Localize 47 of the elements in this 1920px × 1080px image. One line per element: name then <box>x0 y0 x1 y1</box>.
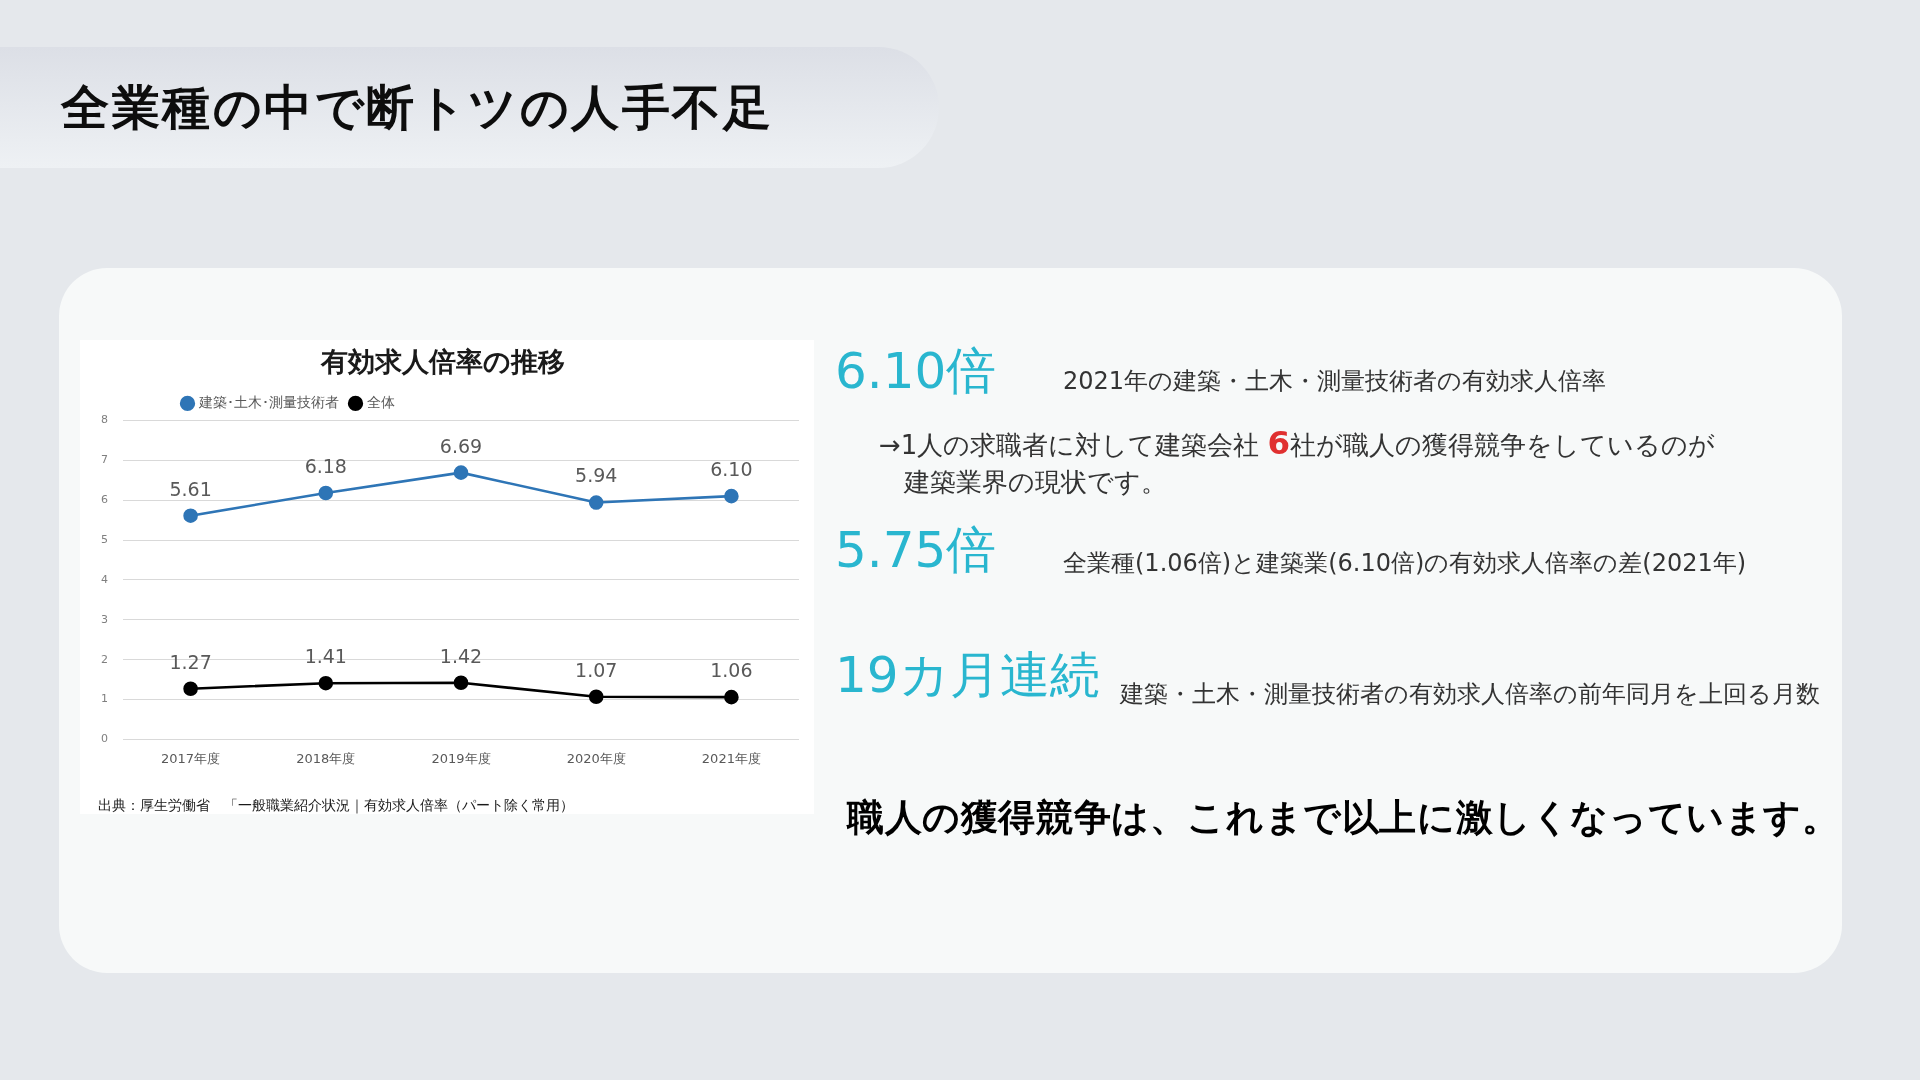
y-tick-label: 0 <box>101 732 108 746</box>
point <box>183 681 198 697</box>
y-tick-label: 4 <box>101 572 108 586</box>
point <box>318 675 334 691</box>
y-tick-label: 7 <box>101 453 108 467</box>
point <box>724 689 739 705</box>
y-tick-label: 2 <box>101 652 108 666</box>
source-note: 出典：厚生労働省 「一般職業紹介状況｜有効求人倍率（パート除く常用） <box>98 796 574 816</box>
y-tick-label: 3 <box>101 612 108 626</box>
y-tick-label: 5 <box>101 532 108 546</box>
y-tick-label: 6 <box>101 493 108 507</box>
x-tick-label: 2020年度 <box>566 750 626 766</box>
point <box>724 488 739 504</box>
data-label: 6.69 <box>439 434 483 457</box>
text: 職人の獲得競争は、これまで以上に激しくなっています。 <box>847 796 1840 840</box>
data-label: 6.18 <box>304 454 347 477</box>
y-tick-label: 1 <box>101 692 108 706</box>
point <box>588 495 604 510</box>
text: 全業種(1.06倍)と建築業(6.10倍)の有効求人倍率の差(2021年) <box>1063 548 1747 579</box>
point <box>183 508 198 523</box>
data-label: 1.42 <box>439 644 483 667</box>
y-tick-label: 8 <box>101 413 108 427</box>
text: →1人の求職者に対して建築会社 6社が職人の獲得競争をしているのが建築業界の現状です。 <box>879 424 1716 497</box>
legend-label: 建築･土木･測量技術者 <box>198 394 339 411</box>
data-label: 1.07 <box>575 658 618 681</box>
data-label: 1.41 <box>304 645 347 668</box>
text: 建築・土木・測量技術者の有効求人倍率の前年同月を上回る月数 <box>1120 679 1820 710</box>
text: 19カ月連続 <box>835 645 1100 705</box>
data-label: 1.27 <box>169 650 212 673</box>
text: 全業種の中で断トツの人手不足 <box>61 78 773 137</box>
x-tick-label: 2018年度 <box>296 750 356 766</box>
data-label: 5.61 <box>169 477 212 500</box>
point <box>318 485 334 501</box>
text: 6.10倍 <box>835 341 997 401</box>
legend-label: 全体 <box>367 394 395 411</box>
text: 2021年の建築・土木・測量技術者の有効求人倍率 <box>1063 366 1607 397</box>
data-label: 6.10 <box>710 458 753 481</box>
chart-title: 有効求人倍率の推移 <box>319 346 565 378</box>
point <box>453 675 469 691</box>
point <box>588 689 604 705</box>
data-label: 5.94 <box>575 464 618 487</box>
point <box>453 465 469 480</box>
data-label: 1.06 <box>710 659 753 682</box>
x-tick-label: 2017年度 <box>161 750 221 766</box>
x-tick-label: 2021年度 <box>701 750 761 766</box>
x-tick-label: 2019年度 <box>431 750 491 766</box>
text: 5.75倍 <box>835 520 997 580</box>
